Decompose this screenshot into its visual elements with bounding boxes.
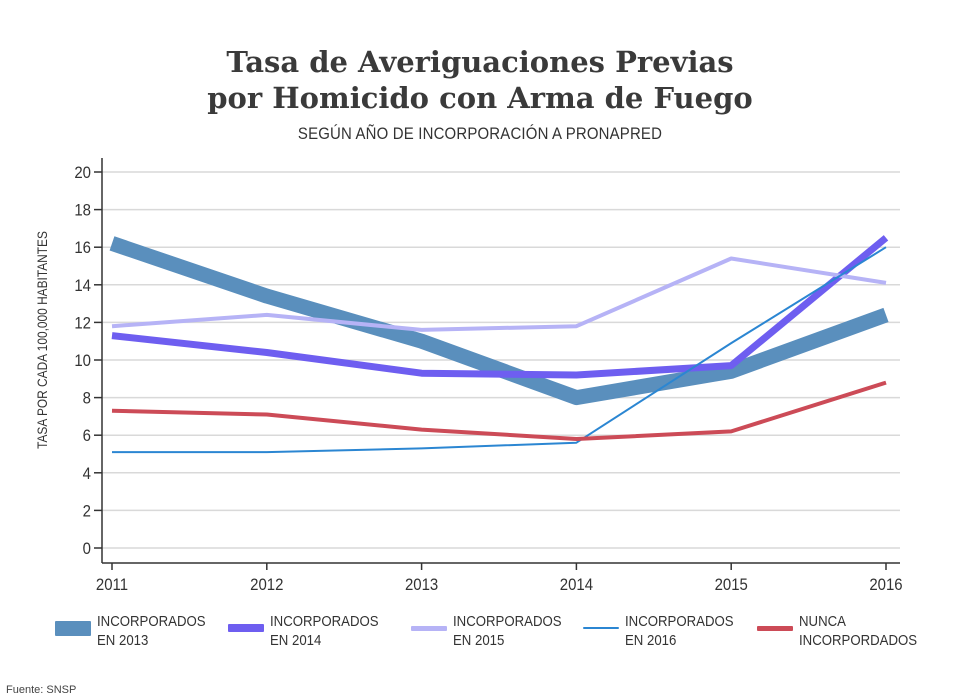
- chart-subtitle: SEGÚN AÑO DE INCORPORACIÓN A PRONAPRED: [297, 124, 663, 143]
- chart-legend: INCORPORADOS EN 2013 INCORPORADOS EN 2014 IN…: [0, 612, 960, 662]
- legend-label-line1: INCORPORADOS: [97, 613, 206, 630]
- chart-title-line1: Tasa de Averiguaciones Previas: [226, 45, 734, 79]
- y-tick-label: 14: [74, 277, 91, 295]
- legend-label: INCORPORADOS EN 2014: [270, 612, 393, 650]
- series-line-1: [109, 236, 889, 406]
- legend-label-line1: INCORPORADOS: [453, 613, 562, 630]
- legend-label-line1: INCORPORADOS: [625, 613, 734, 630]
- y-tick-label: 10: [74, 352, 91, 370]
- x-tick-label: 2014: [560, 576, 593, 594]
- legend-swatch: [55, 620, 91, 636]
- x-tick-label: 2013: [405, 576, 438, 594]
- y-tick-label: 2: [83, 503, 91, 521]
- legend-label: INCORPORADOS EN 2013: [97, 612, 220, 650]
- legend-label-line2: EN 2015: [453, 632, 505, 649]
- x-tick-label: 2015: [715, 576, 748, 594]
- series-line-4: [112, 246, 887, 454]
- y-tick-label: 0: [83, 540, 91, 558]
- y-tick-label: 12: [74, 315, 91, 333]
- series-line-2: [111, 235, 889, 379]
- legend-label: INCORPORADOS EN 2015: [453, 612, 576, 650]
- y-tick-label: 18: [74, 202, 91, 220]
- legend-label: NUNCA INCORPORDADOS: [799, 612, 922, 650]
- legend-label: INCORPORADOS EN 2016: [625, 612, 748, 650]
- legend-label-line2: EN 2013: [97, 632, 149, 649]
- y-tick-label: 4: [83, 465, 91, 483]
- source-note: Fuente: SNSP: [6, 684, 77, 696]
- x-tick-label: 2011: [96, 576, 128, 594]
- legend-label-line2: EN 2014: [270, 632, 322, 649]
- legend-label-line2: EN 2016: [625, 632, 677, 649]
- chart-title: Tasa de Averiguaciones Previas por Homic…: [0, 44, 960, 116]
- legend-label-line1: NUNCA: [799, 613, 846, 630]
- y-tick-label: 20: [74, 164, 91, 182]
- y-tick-label: 6: [83, 427, 91, 445]
- x-tick-label: 2012: [250, 576, 283, 594]
- x-tick-label: 2016: [869, 576, 902, 594]
- y-tick-label: 16: [74, 239, 91, 257]
- y-tick-label: 8: [83, 390, 91, 408]
- legend-label-line1: INCORPORADOS: [270, 613, 379, 630]
- legend-swatch: [411, 625, 447, 631]
- legend-swatch: [583, 626, 619, 630]
- chart-title-line2: por Homicido con Arma de Fuego: [207, 81, 753, 115]
- legend-label-line2: INCORPORDADOS: [799, 632, 918, 649]
- series-line-5: [111, 380, 887, 441]
- series-line-3: [111, 256, 887, 332]
- legend-swatch: [228, 624, 264, 632]
- legend-swatch: [757, 625, 793, 631]
